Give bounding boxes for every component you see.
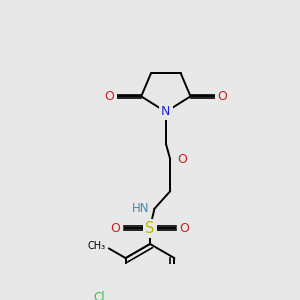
Text: O: O [111, 222, 121, 235]
Text: O: O [104, 90, 114, 103]
Text: S: S [145, 220, 155, 236]
Text: O: O [178, 153, 188, 166]
Text: O: O [179, 222, 189, 235]
Text: HN: HN [132, 202, 149, 215]
Text: O: O [217, 90, 227, 103]
Text: Cl: Cl [94, 291, 105, 300]
Text: CH₃: CH₃ [87, 241, 105, 251]
Text: N: N [161, 105, 170, 119]
